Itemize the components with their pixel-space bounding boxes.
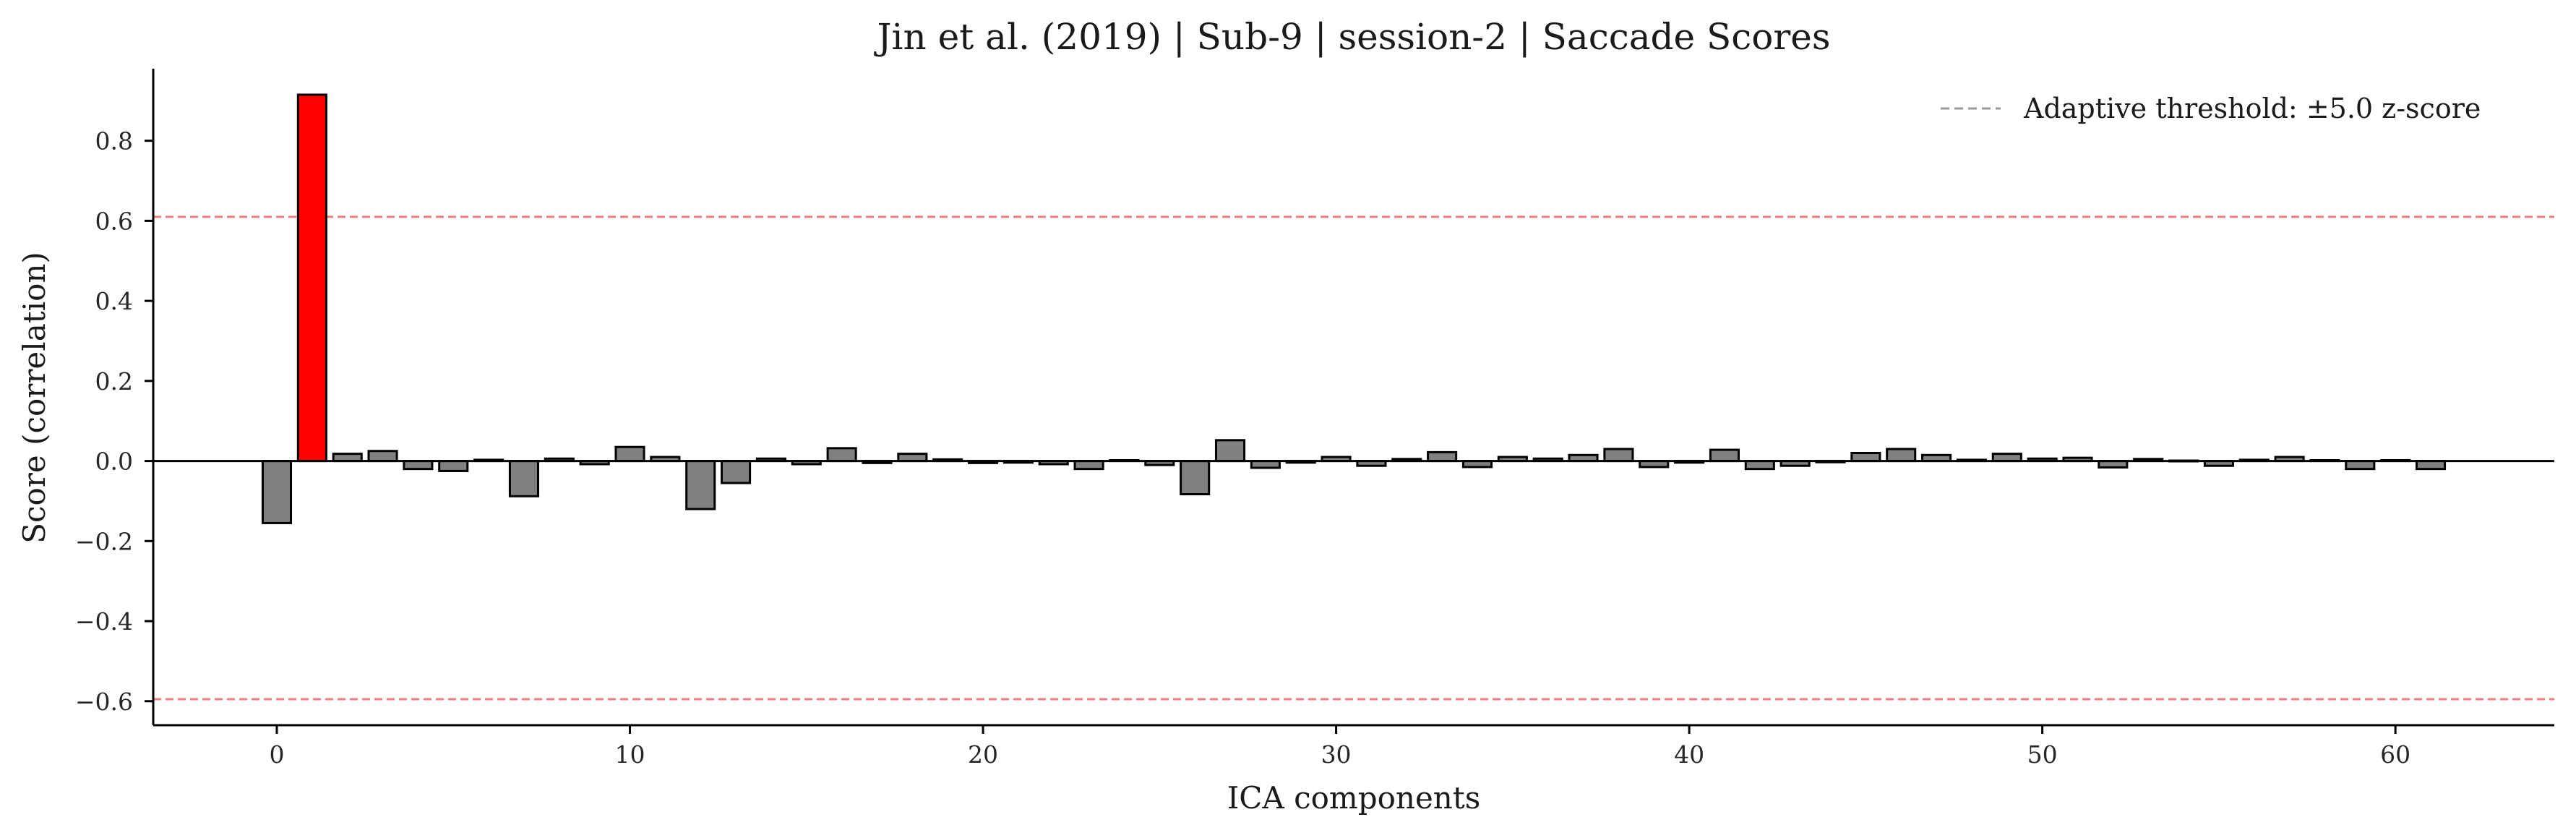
- x-tick-label: 50: [2027, 740, 2058, 769]
- bar-component-41: [1709, 448, 1740, 463]
- bar-component-4: [403, 460, 434, 471]
- y-tick-label: 0.8: [95, 127, 133, 155]
- bar-component-46: [1886, 448, 1917, 463]
- y-tick-label: 0.0: [95, 448, 133, 476]
- y-tick-label: 0.4: [95, 287, 133, 315]
- bar-component-45: [1850, 452, 1881, 463]
- x-tick-label: 0: [269, 740, 284, 769]
- bar-component-12: [685, 460, 716, 510]
- bar-component-1: [296, 93, 327, 463]
- bar-component-10: [614, 445, 645, 463]
- bar-component-23: [1073, 460, 1104, 471]
- y-tick-label: −0.4: [75, 607, 133, 636]
- chart-title: Jin et al. (2019) | Sub-9 | session-2 | …: [873, 16, 1830, 58]
- bar-component-0: [261, 460, 293, 524]
- bar-component-42: [1744, 460, 1775, 471]
- bar-component-33: [1427, 450, 1458, 463]
- legend-label: Adaptive threshold: ±5.0 z-score: [2023, 93, 2481, 124]
- bar-component-61: [2415, 460, 2447, 471]
- x-tick-label: 20: [968, 740, 998, 769]
- bar-component-3: [367, 450, 398, 463]
- x-tick-label: 60: [2380, 740, 2410, 769]
- x-tick-label: 30: [1321, 740, 1352, 769]
- bar-component-59: [2345, 460, 2376, 471]
- bar-component-16: [826, 447, 857, 463]
- y-tick-label: 0.6: [95, 207, 133, 235]
- bar-component-7: [508, 460, 539, 497]
- bar-component-13: [721, 460, 752, 484]
- bar-component-26: [1180, 460, 1211, 496]
- y-tick-label: −0.6: [75, 688, 133, 716]
- y-tick-label: −0.2: [75, 527, 133, 555]
- y-axis-label: Score (correlation): [17, 252, 52, 544]
- x-axis-label: ICA components: [1227, 780, 1481, 816]
- legend: Adaptive threshold: ±5.0 z-score: [1941, 93, 2481, 124]
- y-tick-label: 0.2: [95, 367, 133, 396]
- bar-component-38: [1603, 448, 1634, 463]
- bar-component-27: [1214, 439, 1246, 463]
- bar-component-5: [438, 460, 469, 472]
- x-tick-label: 40: [1674, 740, 1704, 769]
- x-tick-label: 10: [615, 740, 645, 769]
